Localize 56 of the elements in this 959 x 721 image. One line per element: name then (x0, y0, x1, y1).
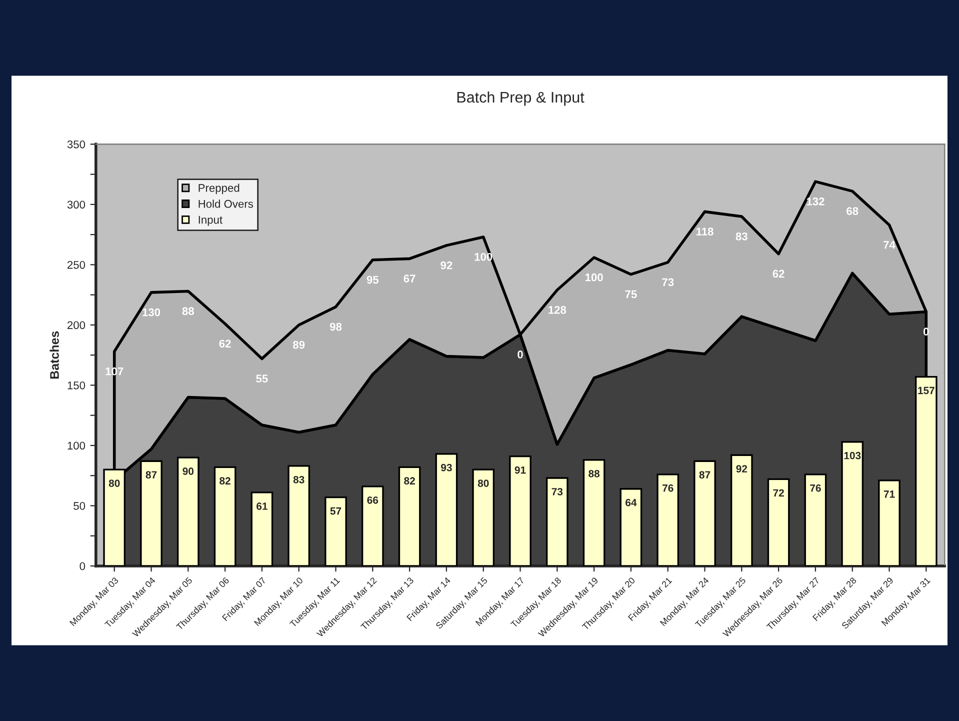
data-label: 62 (772, 270, 784, 278)
legend-label: Input (198, 216, 222, 226)
data-label: 90 (182, 468, 194, 475)
data-label: 118 (696, 228, 714, 236)
data-label: 73 (552, 488, 563, 496)
data-label: 74 (884, 241, 896, 249)
data-label: 76 (662, 484, 674, 492)
y-tick-label: 300 (67, 200, 86, 209)
data-label: 87 (699, 471, 710, 479)
data-label: 130 (142, 308, 160, 316)
y-tick-label: 0 (80, 562, 86, 570)
y-tick-label: 250 (68, 260, 86, 269)
data-label: 64 (626, 498, 637, 506)
data-label: 91 (514, 466, 526, 474)
data-label: 57 (330, 507, 342, 515)
data-label: 88 (588, 470, 600, 478)
data-label: 157 (918, 386, 934, 394)
y-tick-label: 50 (74, 502, 86, 510)
data-label: 61 (256, 502, 268, 510)
data-label: 75 (625, 290, 637, 298)
data-label: 93 (441, 464, 452, 472)
data-label: 98 (330, 322, 342, 331)
data-label: 82 (404, 477, 415, 485)
y-tick-label: 150 (68, 381, 86, 390)
data-label: 92 (440, 261, 452, 270)
legend-label: Prepped (198, 184, 240, 194)
data-label: 67 (404, 274, 416, 282)
data-label: 55 (256, 374, 268, 383)
y-tick-label: 200 (68, 321, 86, 330)
chart-title: Batch Prep & Input (457, 91, 584, 106)
legend-label: Hold Overs (198, 200, 254, 208)
data-label: 87 (146, 471, 157, 479)
data-label: 0 (518, 350, 523, 358)
y-tick-label: 100 (68, 442, 86, 450)
data-label: 62 (219, 340, 231, 348)
data-label: 128 (548, 306, 566, 314)
data-label: 76 (810, 484, 821, 492)
y-axis-title: Batches (50, 331, 59, 379)
data-label: 100 (585, 273, 603, 282)
data-label: 83 (736, 232, 748, 240)
data-label: 71 (884, 490, 895, 498)
data-label: 80 (478, 480, 489, 487)
y-tick-label: 350 (67, 140, 86, 148)
data-label: 95 (366, 276, 379, 284)
data-label: 132 (806, 198, 824, 206)
data-label: 88 (182, 307, 194, 316)
data-label: 92 (736, 465, 748, 472)
data-label: 72 (773, 489, 784, 496)
data-label: 68 (846, 207, 858, 216)
data-label: 103 (844, 452, 861, 460)
data-label: 73 (662, 278, 674, 286)
data-label: 80 (108, 480, 120, 487)
data-label: 82 (220, 477, 230, 485)
data-label: 83 (293, 476, 304, 484)
data-label: 89 (293, 340, 305, 349)
data-label: 66 (367, 496, 378, 504)
